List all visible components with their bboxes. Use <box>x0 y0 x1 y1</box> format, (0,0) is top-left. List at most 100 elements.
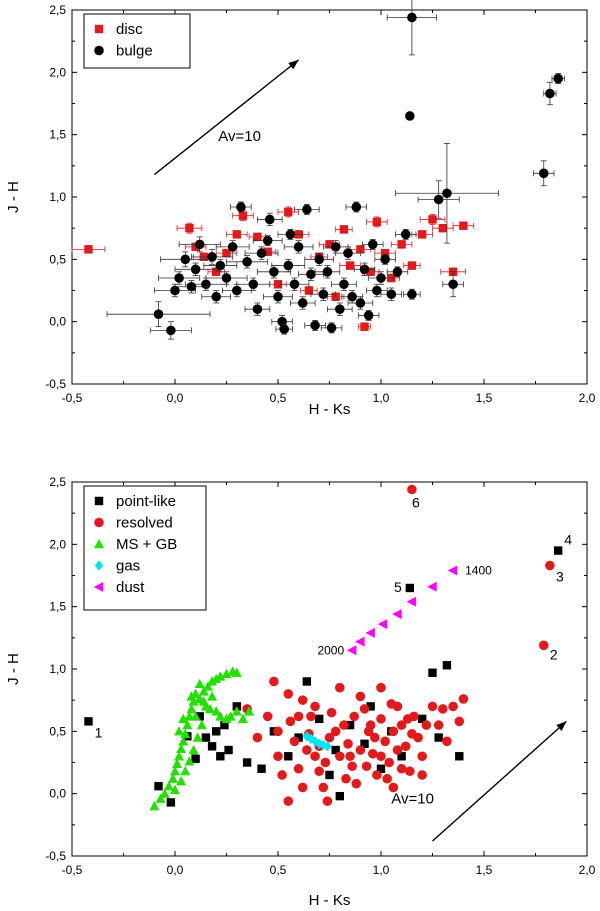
data-point <box>180 254 191 265</box>
data-point <box>262 711 273 722</box>
y-tick-label: 2,5 <box>49 475 66 489</box>
data-point <box>302 731 312 742</box>
y-tick-label: 2,0 <box>49 65 66 79</box>
point-label: 3 <box>556 569 564 585</box>
dust-temperature-label: 2000 <box>317 643 344 657</box>
data-point <box>170 766 180 776</box>
data-point <box>231 706 242 716</box>
data-point <box>227 242 238 252</box>
x-tick-label: -0,5 <box>62 863 83 877</box>
data-point <box>252 304 263 315</box>
data-point <box>418 230 427 239</box>
data-point <box>186 703 197 714</box>
data-point <box>277 770 287 780</box>
data-point <box>405 583 415 593</box>
data-point <box>263 247 272 257</box>
series-ms-gb <box>149 666 255 811</box>
data-point <box>293 711 304 722</box>
data-point <box>289 279 300 290</box>
data-point <box>326 707 337 718</box>
data-point <box>355 691 366 702</box>
data-point <box>279 324 289 334</box>
x-tick-label: 0,5 <box>270 391 287 405</box>
data-point <box>360 739 369 748</box>
y-tick-label: 2,0 <box>49 537 66 551</box>
data-point <box>293 242 304 252</box>
extinction-annotation: Av=10 <box>218 128 261 145</box>
legend-label: bulge <box>116 43 153 60</box>
data-point <box>538 640 549 651</box>
data-point <box>345 720 355 730</box>
x-tick-label: 0,0 <box>167 863 184 877</box>
legend-marker <box>94 24 104 34</box>
data-point <box>285 716 296 727</box>
data-point <box>355 298 366 308</box>
data-point <box>178 713 189 724</box>
data-point <box>388 726 399 737</box>
data-point <box>366 702 375 711</box>
data-point <box>345 751 355 762</box>
data-point <box>212 727 221 736</box>
data-point <box>458 694 469 704</box>
x-tick-label: 2,0 <box>579 863 596 877</box>
data-point <box>201 733 211 742</box>
data-point <box>376 751 386 762</box>
data-point <box>392 609 402 620</box>
legend-label: gas <box>116 558 140 575</box>
x-tick-label: 0,5 <box>270 863 287 877</box>
data-point <box>417 751 428 762</box>
data-point <box>318 782 329 793</box>
y-tick-label: 1,0 <box>49 662 66 676</box>
data-point <box>363 310 374 321</box>
data-point <box>434 733 443 742</box>
data-point <box>284 207 293 217</box>
data-point <box>377 619 388 630</box>
data-point <box>244 706 255 716</box>
data-point <box>349 711 360 722</box>
data-point <box>180 728 191 739</box>
data-point <box>347 291 357 302</box>
data-point <box>359 264 370 275</box>
data-point <box>252 732 263 743</box>
data-point <box>211 706 222 716</box>
legend-marker <box>94 560 104 571</box>
data-point <box>269 267 279 277</box>
data-point <box>190 264 201 275</box>
legend-label: resolved <box>116 515 173 532</box>
extinction-arrowhead <box>288 59 299 70</box>
data-point <box>396 763 407 774</box>
data-point <box>284 752 293 761</box>
data-point <box>172 758 183 768</box>
data-point <box>285 229 296 240</box>
data-point <box>400 741 411 752</box>
data-point <box>405 766 415 777</box>
data-point <box>406 596 417 607</box>
data-point <box>289 736 300 747</box>
data-point <box>341 773 351 784</box>
data-point <box>365 627 375 638</box>
data-point <box>205 703 216 714</box>
data-point <box>262 235 273 246</box>
x-tick-label: 1,0 <box>373 391 390 405</box>
data-point <box>221 273 232 283</box>
data-point <box>198 696 209 706</box>
data-point <box>304 286 314 295</box>
data-point <box>454 716 465 727</box>
y-tick-label: 0,0 <box>49 787 66 801</box>
data-point <box>155 793 166 803</box>
data-point <box>346 645 357 656</box>
data-point <box>232 230 241 239</box>
data-point <box>372 770 382 780</box>
data-point <box>339 720 349 730</box>
x-axis-label: H - Ks <box>309 401 351 418</box>
data-point <box>397 240 406 249</box>
data-point <box>273 291 283 302</box>
data-point <box>343 248 353 258</box>
data-point <box>182 719 193 730</box>
legend-marker <box>94 538 104 549</box>
data-point <box>264 214 275 225</box>
data-point <box>380 736 390 747</box>
data-point <box>442 661 452 670</box>
data-point <box>202 681 213 691</box>
